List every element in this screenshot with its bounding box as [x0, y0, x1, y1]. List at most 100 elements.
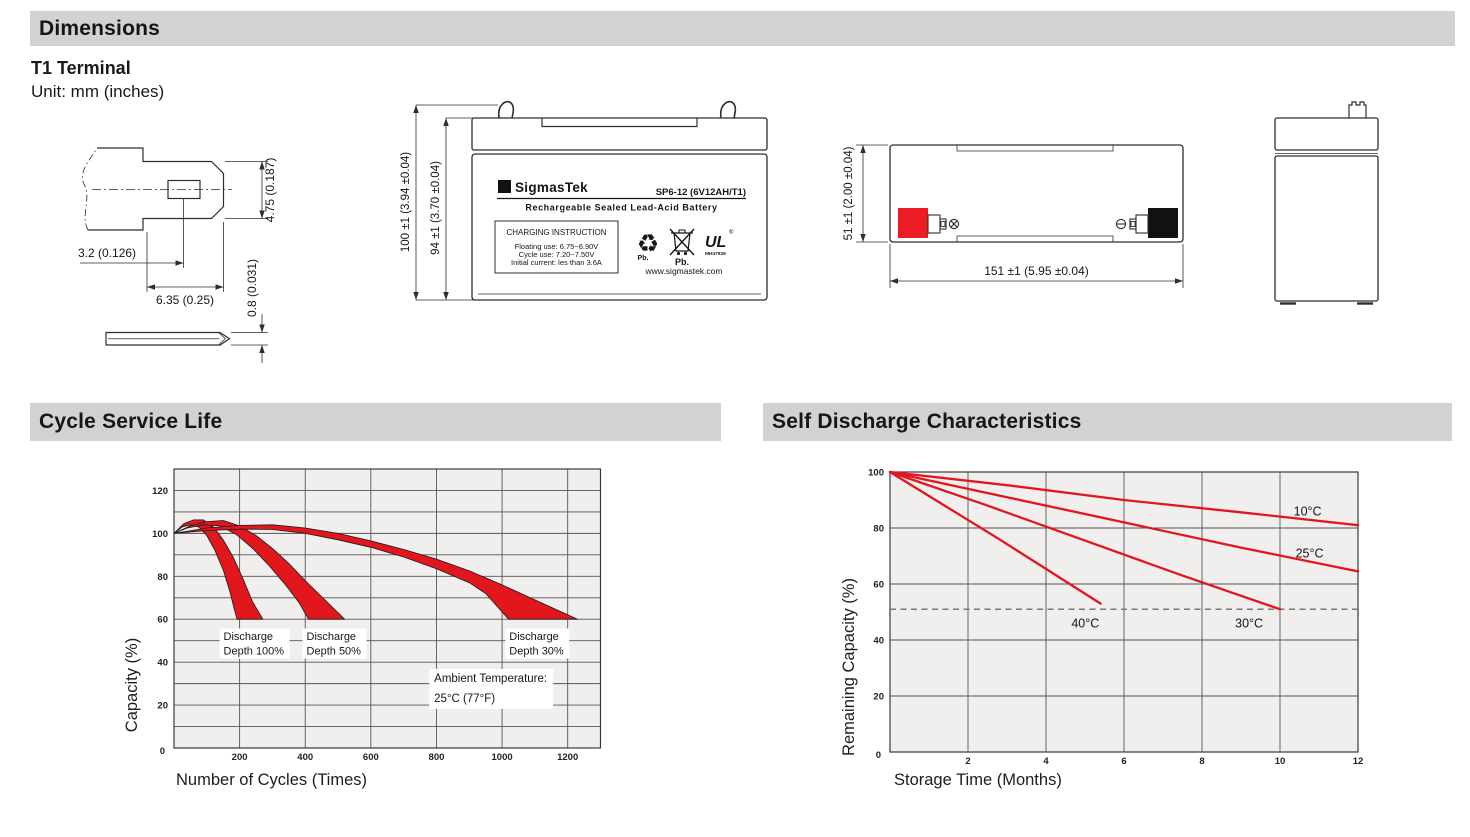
dim-label-width: 6.35 (0.25) — [156, 293, 214, 307]
y-tick-label: 60 — [157, 615, 168, 626]
dim-label-depth: 51 ±1 (2.00 ±0.04) — [843, 146, 855, 240]
positive-terminal — [898, 208, 928, 238]
cover-inset — [541, 118, 698, 128]
band-label-line2: Depth 100% — [224, 646, 285, 658]
unit-note: Unit: mm (inches) — [31, 82, 165, 101]
section-title: Cycle Service Life — [39, 410, 223, 433]
origin-tick-label: 0 — [160, 746, 165, 757]
dim-label-thickness: 0.8 (0.031) — [245, 259, 259, 317]
discharge-band — [173, 524, 578, 620]
sigma-glyph: Σ — [501, 183, 507, 194]
series-label: 25°C — [1296, 546, 1324, 560]
plot-border — [889, 471, 1359, 753]
series-label: 40°C — [1071, 616, 1099, 630]
charging-floating: Floating use: 6.75~6.90V — [515, 242, 599, 251]
side-body — [1274, 155, 1379, 302]
side-cover — [1274, 117, 1379, 151]
top-notch — [956, 145, 1114, 152]
x-tick-label: 200 — [232, 752, 248, 763]
carry-handle-left — [497, 100, 515, 119]
ul-listed-icon: UL ® MH47929 — [705, 229, 734, 257]
dim-label-length: 151 ±1 (5.95 ±0.04) — [984, 264, 1089, 278]
plot-border — [173, 468, 602, 749]
band-label-bg — [302, 628, 367, 659]
dim-label-height: 4.75 (0.187) — [263, 158, 277, 223]
crossed-bin-pb-icon — [669, 228, 695, 256]
y-tick-label: 40 — [873, 636, 884, 647]
x-tick-label: 8 — [1199, 756, 1204, 767]
y-tick-label: 80 — [157, 572, 168, 583]
band-label-line2: Depth 50% — [307, 646, 362, 658]
series-line — [888, 470, 1102, 605]
y-tick-label: 100 — [152, 529, 168, 540]
band-label-line2: Depth 30% — [509, 646, 564, 658]
y-axis-title: Remaining Capacity (%) — [840, 578, 858, 756]
strip-detail — [108, 332, 227, 345]
origin-tick-label: 0 — [876, 750, 881, 761]
x-tick-label: 400 — [297, 752, 313, 763]
carry-handle-right — [719, 100, 737, 119]
side-terminal-nub — [1348, 101, 1367, 118]
positive-screw-icon — [948, 218, 960, 230]
battery-front-view: 100 ±1 (3.94 ±0.04) 94 ±1 (3.70 ±0.04) Σ… — [400, 100, 768, 301]
charging-title: CHARGING INSTRUCTION — [507, 228, 607, 237]
charging-cycle: Cycle use: 7.20~7.50V — [519, 250, 595, 259]
negative-terminal-lug — [1129, 214, 1149, 234]
y-tick-label: 100 — [868, 468, 884, 479]
ul-file-number: MH47929 — [705, 251, 726, 257]
x-tick-label: 12 — [1353, 756, 1364, 767]
x-tick-label: 600 — [363, 752, 379, 763]
section-header-self-discharge: Self Discharge Characteristics — [763, 403, 1452, 441]
series-line — [888, 470, 1360, 573]
break-line — [82, 147, 98, 231]
plot-area: 20 40 60 80 100 2 4 6 8 10 12 0 10°C 25°C 30°C 40°C — [868, 468, 1363, 768]
dim-label-hole-offset: 3.2 (0.126) — [78, 246, 136, 260]
series-line — [888, 470, 1282, 611]
band-label-line1: Discharge — [307, 631, 357, 643]
x-axis-title: Number of Cycles (Times) — [176, 771, 367, 789]
negative-terminal — [1148, 208, 1178, 238]
svg-text:UL: UL — [705, 234, 726, 251]
y-tick-label: 40 — [157, 658, 168, 669]
band-label-bg — [505, 628, 570, 659]
band-label-bg — [219, 628, 290, 659]
bin-pb-label: Pb. — [675, 257, 689, 267]
band-label-line1: Discharge — [224, 631, 274, 643]
top-view-outline — [889, 144, 1184, 243]
x-tick-label: 1200 — [557, 752, 578, 763]
section-header-cycle-service-life: Cycle Service Life — [30, 403, 721, 441]
series-label: 30°C — [1235, 616, 1263, 630]
recycle-pb-label: Pb. — [638, 255, 649, 262]
recycle-pb-icon: ♻ — [637, 230, 659, 258]
series-line — [888, 470, 1360, 527]
positive-terminal-lug — [927, 214, 947, 234]
y-tick-label: 20 — [157, 701, 168, 712]
section-title: Self Discharge Characteristics — [772, 410, 1082, 433]
section-title: Dimensions — [39, 16, 161, 40]
y-tick-label: 60 — [873, 580, 884, 591]
brand-name: SigmasTek — [515, 180, 588, 195]
terminal-type-heading: T1 Terminal — [31, 58, 131, 78]
battery-top-view: 51 ±1 (2.00 ±0.04) 151 ±1 (5.95 ±0.04) — [843, 144, 1184, 288]
charging-initial: Initial current: les than 3.6A — [511, 258, 602, 267]
y-axis-title: Capacity (%) — [123, 638, 141, 732]
x-tick-label: 10 — [1275, 756, 1286, 767]
y-tick-label: 120 — [152, 486, 168, 497]
battery-body — [471, 153, 768, 301]
battery-type-line: Rechargeable Sealed Lead-Acid Battery — [525, 203, 717, 213]
battery-side-view — [1274, 101, 1379, 305]
ambient-note-line1: Ambient Temperature: — [434, 673, 547, 685]
series-label: 10°C — [1294, 504, 1322, 518]
plot-area: 20 40 60 80 100 120 200 400 600 800 1000 1200 0 Disch… — [152, 468, 602, 763]
website-text: www.sigmastek.com — [645, 266, 723, 276]
sigma-logo-icon — [498, 180, 511, 193]
x-tick-label: 800 — [429, 752, 445, 763]
bottom-notch — [956, 235, 1114, 242]
dim-label-case-height: 94 ±1 (3.70 ±0.04) — [430, 161, 442, 255]
x-tick-label: 6 — [1121, 756, 1126, 767]
y-tick-label: 80 — [873, 524, 884, 535]
t1-terminal-drawing: 4.75 (0.187) 3.2 (0.126) 6.35 (0.25) 0.8… — [78, 147, 277, 363]
battery-cover — [471, 117, 768, 151]
terminal-tab-outline — [88, 147, 225, 231]
x-tick-label: 1000 — [492, 752, 513, 763]
